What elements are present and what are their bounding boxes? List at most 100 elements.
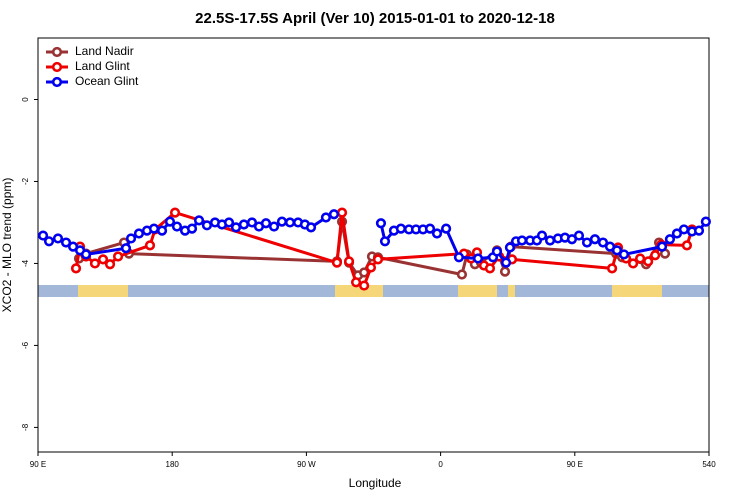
point (611, 245, 623, 256)
point (656, 241, 668, 252)
point (112, 251, 124, 262)
point (144, 240, 156, 251)
x-axis-label: Longitude (349, 476, 402, 490)
point (504, 242, 516, 253)
point (120, 243, 132, 254)
point (441, 223, 452, 234)
point (700, 216, 711, 227)
point (336, 207, 348, 218)
point (678, 224, 690, 235)
point (43, 236, 55, 247)
point (635, 253, 646, 264)
y-axis-label: XCO2 - MLO trend (ppm) (0, 178, 14, 313)
legend-marker (51, 76, 63, 88)
point (169, 207, 181, 218)
point (453, 252, 465, 263)
point (359, 280, 370, 291)
point (320, 212, 332, 223)
point (97, 254, 109, 265)
point (671, 228, 683, 239)
point (375, 218, 387, 229)
point (628, 258, 639, 269)
y-tick-label: -6 (21, 341, 30, 349)
point (681, 240, 693, 251)
point (171, 221, 183, 232)
point (246, 217, 258, 228)
legend-label: Land Nadir (75, 44, 134, 58)
x-tick-label: 180 (166, 460, 180, 469)
chart-title: 22.5S-17.5S April (Ver 10) 2015-01-01 to… (195, 10, 555, 27)
y-tick-label: 0 (21, 97, 30, 102)
point (499, 266, 511, 277)
point (500, 257, 512, 268)
point (260, 218, 272, 229)
point (664, 234, 676, 245)
y-tick-label: -4 (21, 259, 30, 267)
point (379, 236, 391, 247)
point (89, 258, 101, 269)
point (650, 250, 661, 261)
point (643, 256, 654, 267)
point (581, 237, 593, 248)
point (331, 257, 343, 268)
point (193, 215, 205, 226)
point (573, 230, 585, 241)
x-tick-label: 540 (702, 460, 716, 469)
point (52, 233, 64, 244)
land-patch (335, 285, 383, 297)
land-patch (612, 285, 662, 297)
point (284, 217, 296, 228)
point (472, 253, 484, 264)
point (201, 220, 213, 231)
point (238, 219, 250, 230)
point (491, 246, 503, 257)
legend-label: Ocean Glint (75, 74, 139, 88)
point (484, 263, 496, 274)
point (516, 235, 528, 246)
point (268, 221, 280, 232)
x-tick-label: 90 E (30, 460, 46, 469)
point (365, 262, 377, 273)
x-tick-label: 0 (438, 460, 443, 469)
y-tick-label: -8 (21, 423, 30, 431)
point (456, 269, 468, 280)
x-tick-label: 90 E (567, 460, 583, 469)
point (223, 217, 235, 228)
legend-marker (51, 61, 63, 73)
point (80, 249, 92, 260)
point (350, 277, 362, 288)
point (597, 237, 609, 248)
point (589, 234, 601, 245)
point (544, 235, 556, 246)
x-tick-label: 90 W (297, 460, 316, 469)
point (395, 223, 407, 234)
point (104, 259, 116, 270)
point (305, 222, 317, 233)
map-strip (38, 285, 709, 297)
point (431, 228, 443, 239)
point (276, 216, 288, 227)
point (60, 237, 72, 248)
legend-label: Land Glint (75, 59, 130, 73)
point (230, 222, 242, 233)
legend-marker (51, 46, 63, 58)
point (693, 225, 705, 236)
point (536, 230, 548, 241)
plot-frame (37, 37, 710, 453)
land-patch (458, 285, 497, 297)
point (606, 263, 618, 274)
point (343, 256, 355, 267)
y-tick-label: -2 (21, 177, 30, 185)
point (186, 223, 198, 234)
point (424, 223, 436, 234)
point (148, 223, 160, 234)
point (156, 225, 168, 236)
point (372, 254, 384, 265)
land-patch (78, 285, 128, 297)
point (164, 216, 176, 227)
point (133, 228, 145, 239)
point (37, 230, 49, 241)
point (328, 209, 340, 220)
point (125, 233, 137, 244)
